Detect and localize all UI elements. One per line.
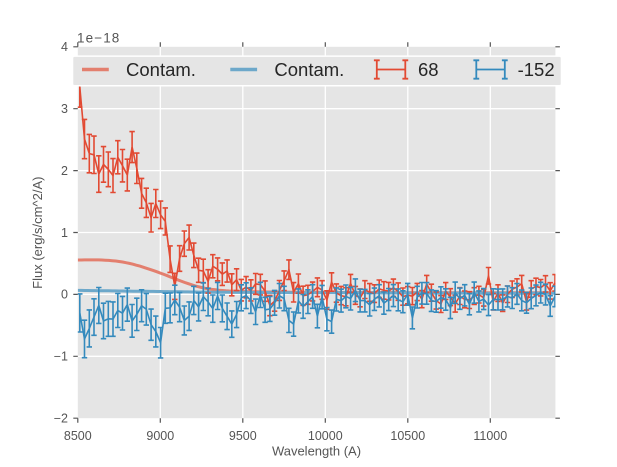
svg-text:10500: 10500 bbox=[390, 429, 425, 443]
svg-text:1e−18: 1e−18 bbox=[77, 30, 120, 45]
svg-text:1: 1 bbox=[61, 226, 68, 240]
svg-text:2: 2 bbox=[61, 164, 68, 178]
svg-text:−2: −2 bbox=[54, 412, 68, 426]
svg-text:9500: 9500 bbox=[229, 429, 257, 443]
svg-text:8500: 8500 bbox=[64, 429, 92, 443]
svg-text:Contam.: Contam. bbox=[274, 59, 344, 80]
svg-text:68: 68 bbox=[418, 59, 439, 80]
svg-text:Contam.: Contam. bbox=[126, 59, 196, 80]
svg-text:9000: 9000 bbox=[146, 429, 174, 443]
svg-text:Flux (erg/s/cm^2/A): Flux (erg/s/cm^2/A) bbox=[30, 177, 45, 289]
svg-text:10000: 10000 bbox=[308, 429, 343, 443]
svg-text:4: 4 bbox=[61, 40, 68, 54]
svg-text:Wavelength (A): Wavelength (A) bbox=[272, 443, 361, 458]
svg-text:−1: −1 bbox=[54, 350, 68, 364]
svg-text:-152: -152 bbox=[518, 59, 555, 80]
svg-text:3: 3 bbox=[61, 102, 68, 116]
svg-text:11000: 11000 bbox=[473, 429, 507, 443]
svg-text:0: 0 bbox=[61, 288, 68, 302]
